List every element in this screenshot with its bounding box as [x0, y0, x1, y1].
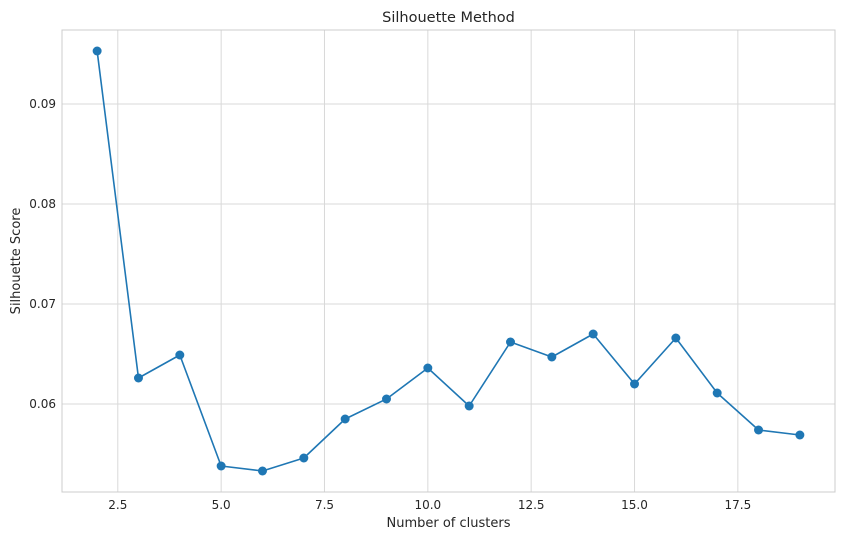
y-tick-label: 0.08	[29, 197, 56, 211]
x-tick-label: 10.0	[414, 498, 441, 512]
grid-lines	[62, 30, 835, 492]
data-point	[506, 337, 516, 347]
y-tick-label: 0.07	[29, 297, 56, 311]
y-tick-label: 0.09	[29, 97, 56, 111]
x-tick-label: 5.0	[212, 498, 231, 512]
data-point	[340, 414, 350, 424]
x-tick-label: 7.5	[315, 498, 334, 512]
data-point	[671, 333, 681, 343]
data-point	[92, 46, 102, 56]
data-point	[588, 329, 598, 339]
data-series	[92, 46, 805, 476]
data-point	[381, 394, 391, 404]
plot-frame	[61, 29, 836, 493]
data-point	[795, 430, 805, 440]
x-axis-label: Number of clusters	[386, 516, 510, 531]
data-point	[133, 373, 143, 383]
data-point	[257, 466, 267, 476]
x-tick-label: 2.5	[108, 498, 127, 512]
data-point	[464, 401, 474, 411]
y-tick-label: 0.06	[29, 397, 56, 411]
series-line	[96, 50, 800, 472]
x-tick-labels: 2.5 5.0 7.5 10.0 12.5 15.0 17.5	[108, 498, 751, 512]
x-tick-label: 12.5	[518, 498, 545, 512]
y-axis-label: Silhouette Score	[9, 208, 24, 315]
data-point	[712, 388, 722, 398]
data-point	[216, 461, 226, 471]
x-tick-label: 15.0	[621, 498, 648, 512]
data-point	[299, 453, 309, 463]
x-tick-label: 17.5	[724, 498, 751, 512]
data-point	[175, 350, 185, 360]
data-point	[754, 425, 764, 435]
y-tick-labels: 0.06 0.07 0.08 0.09	[29, 97, 56, 411]
data-point	[423, 363, 433, 373]
data-point	[547, 352, 557, 362]
data-point	[630, 379, 640, 389]
chart-title: Silhouette Method	[382, 10, 515, 26]
